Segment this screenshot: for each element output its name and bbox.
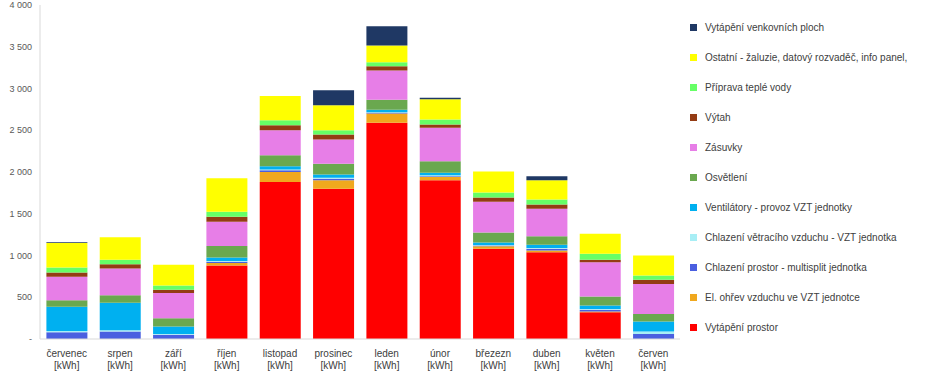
html-text:El. ohřev vzduchu ve VZT jedno: El. ohřev vzduchu ve VZT jednotce <box>705 291 860 303</box>
svg-text:duben[kWh]: duben[kWh] <box>533 348 561 371</box>
svg-text:1 500: 1 500 <box>9 209 32 219</box>
svg-text:květen[kWh]: květen[kWh] <box>585 348 614 371</box>
svg-text:-: - <box>29 334 32 344</box>
html-text:Ventilátory - provoz VZT jedno: Ventilátory - provoz VZT jednotky <box>705 201 853 213</box>
svg-text:2 500: 2 500 <box>9 125 32 135</box>
svg-text:únor[kWh]: únor[kWh] <box>427 348 453 371</box>
svg-text:srpen[kWh]: srpen[kWh] <box>107 348 133 371</box>
svg-text:září[kWh]: září[kWh] <box>161 348 187 371</box>
svg-text:4 000: 4 000 <box>9 0 32 10</box>
html-text:Výtah: Výtah <box>705 111 731 123</box>
svg-text:500: 500 <box>17 292 32 302</box>
svg-text:červenec[kWh]: červenec[kWh] <box>46 348 87 371</box>
svg-text:prosinec[kWh]: prosinec[kWh] <box>314 348 352 371</box>
svg-text:3 500: 3 500 <box>9 42 32 52</box>
html-text:Ostatní - žaluzie, datový rozv: Ostatní - žaluzie, datový rozvaděč, info… <box>705 51 908 63</box>
svg-text:3 000: 3 000 <box>9 84 32 94</box>
svg-text:1 000: 1 000 <box>9 251 32 261</box>
html-text:Vytápění venkovních ploch: Vytápění venkovních ploch <box>705 21 825 33</box>
svg-text:listopad[kWh]: listopad[kWh] <box>263 348 297 371</box>
html-text:Osvětlení: Osvětlení <box>705 171 748 183</box>
svg-text:2 000: 2 000 <box>9 167 32 177</box>
html-text:Příprava teplé vody: Příprava teplé vody <box>705 81 792 93</box>
svg-text:leden[kWh]: leden[kWh] <box>374 348 400 371</box>
html-text:Chlazení větracího vzduchu - V: Chlazení větracího vzduchu - VZT jednotk… <box>705 231 897 243</box>
svg-text:červen[kWh]: červen[kWh] <box>638 348 668 371</box>
svg-text:říjen[kWh]: říjen[kWh] <box>214 348 240 371</box>
html-text:Zásuvky: Zásuvky <box>705 141 743 153</box>
html-text:Vytápění prostor: Vytápění prostor <box>705 321 778 333</box>
svg-text:březezn[kWh]: březezn[kWh] <box>476 348 512 371</box>
html-text:Chlazení prostor - multisplit: Chlazení prostor - multisplit jednotka <box>705 261 867 273</box>
